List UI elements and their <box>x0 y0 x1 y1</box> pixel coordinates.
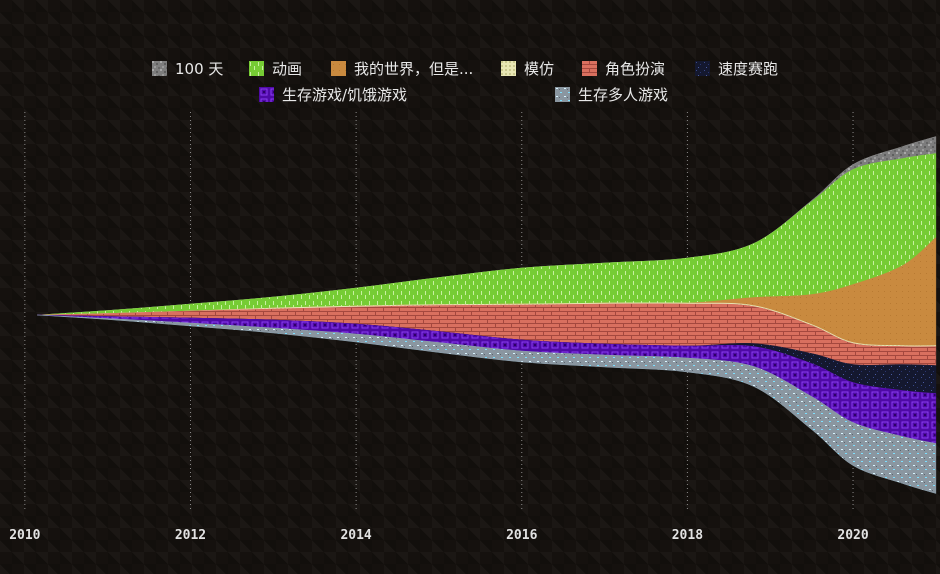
stream-series-7[interactable] <box>37 314 937 494</box>
legend-label: 生存游戏/饥饿游戏 <box>282 86 408 104</box>
legend-swatch <box>249 61 264 76</box>
legend-item[interactable]: 100 天 <box>152 58 223 79</box>
legend-swatch <box>501 61 516 76</box>
legend-label: 角色扮演 <box>605 60 666 78</box>
legend-item[interactable]: 角色扮演 <box>582 58 665 79</box>
legend-item[interactable]: 我的世界，但是... <box>331 58 473 79</box>
legend-label: 动画 <box>272 60 303 78</box>
stream-series-1[interactable] <box>37 153 937 316</box>
x-tick-label: 2020 <box>837 528 868 543</box>
x-tick-label: 2012 <box>175 528 206 543</box>
legend-item[interactable]: 生存游戏/饥饿游戏 <box>259 84 407 105</box>
legend-swatch <box>582 61 597 76</box>
legend-item[interactable]: 模仿 <box>501 58 554 79</box>
x-tick-label: 2016 <box>506 528 537 543</box>
legend-swatch <box>695 61 710 76</box>
legend-item[interactable]: 生存多人游戏 <box>555 84 668 105</box>
legend-swatch <box>331 61 346 76</box>
legend-label: 100 天 <box>175 60 224 78</box>
legend-swatch <box>152 61 167 76</box>
x-tick-label: 2010 <box>9 528 40 543</box>
legend-label: 我的世界，但是... <box>354 60 474 78</box>
legend-item[interactable]: 速度赛跑 <box>695 58 778 79</box>
legend-swatch <box>555 87 570 102</box>
stream-layers <box>37 136 937 494</box>
x-axis-tick-labels: 2010 2012 2014 2016 2018 2020 <box>9 528 869 543</box>
legend-label: 模仿 <box>524 60 555 78</box>
legend-label: 生存多人游戏 <box>578 86 669 104</box>
x-tick-label: 2014 <box>340 528 371 543</box>
x-tick-label: 2018 <box>672 528 703 543</box>
legend-item[interactable]: 动画 <box>249 58 302 79</box>
legend-label: 速度赛跑 <box>718 60 779 78</box>
legend-swatch <box>259 87 274 102</box>
